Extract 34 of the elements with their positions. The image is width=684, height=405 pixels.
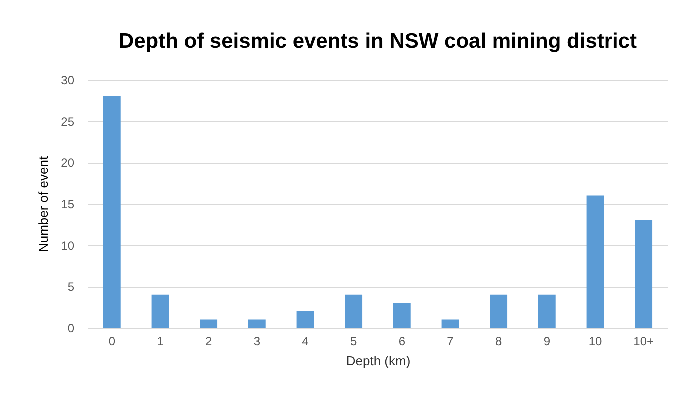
x-tick-label: 8 (495, 334, 502, 348)
bar (152, 294, 170, 328)
x-tick-label: 2 (205, 334, 212, 348)
y-tick-label: 15 (61, 198, 75, 212)
bar (586, 196, 604, 328)
bar (345, 294, 363, 328)
y-tick-label: 5 (68, 280, 75, 294)
x-tick-label: 10+ (634, 334, 654, 348)
y-tick-label: 20 (61, 156, 75, 170)
x-tick-label: 0 (108, 334, 116, 348)
y-axis-title: Number of event (36, 156, 52, 253)
x-axis-title: Depth (km) (346, 354, 411, 368)
y-tick-label: 30 (61, 74, 75, 88)
x-tick-label: 6 (398, 334, 406, 348)
bar (538, 294, 556, 328)
x-tick-label: 5 (350, 334, 358, 348)
chart-title: Depth of seismic events in NSW coal mining district (118, 30, 638, 53)
x-tick-label: 9 (544, 334, 551, 348)
x-tick-label: 7 (447, 334, 454, 348)
x-tick-label: 10 (588, 334, 602, 348)
bar (103, 96, 121, 328)
y-tick-label: 0 (68, 322, 75, 336)
y-tick-label: 25 (61, 114, 75, 129)
bar (442, 320, 460, 328)
x-tick-label: 4 (302, 334, 310, 348)
bar (490, 294, 508, 328)
bar (635, 220, 653, 328)
bar (296, 311, 314, 328)
y-tick-label: 10 (61, 238, 75, 253)
x-tick-label: 3 (254, 334, 261, 348)
bar (200, 320, 218, 328)
x-tick-label: 1 (157, 334, 164, 348)
bar (393, 303, 411, 328)
bar (248, 320, 266, 328)
